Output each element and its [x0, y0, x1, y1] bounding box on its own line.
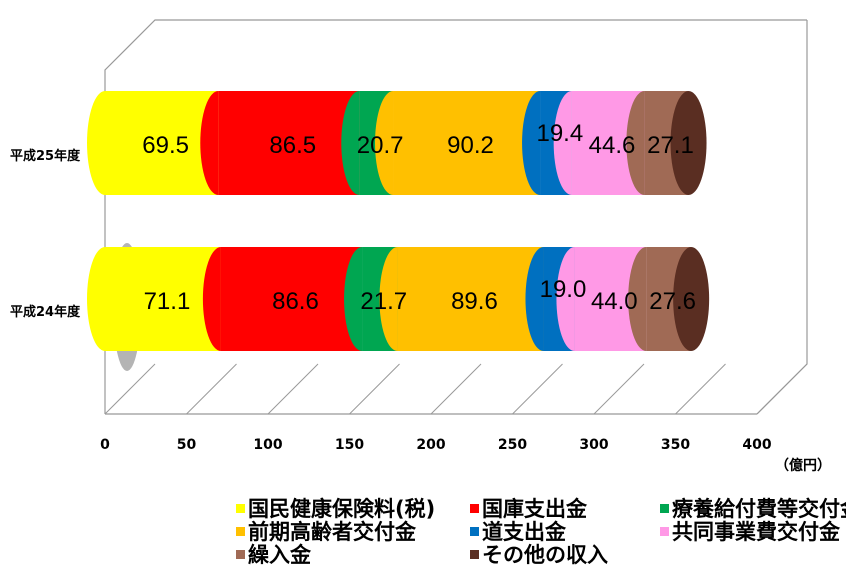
bar-value-label: 27.1 — [647, 132, 694, 159]
bar-segment-cap — [522, 91, 541, 195]
x-tick-label: 150 — [335, 437, 364, 453]
bar-segment-cap — [202, 247, 221, 351]
bar-segment-cap — [375, 91, 394, 195]
bar-value-label: 19.4 — [536, 120, 583, 147]
bar-segment — [393, 91, 541, 195]
bar-value-label: 90.2 — [447, 132, 494, 159]
x-tick-label: 400 — [742, 437, 771, 453]
x-tick-label: 100 — [253, 437, 282, 453]
bar-value-label: 86.5 — [269, 132, 316, 159]
floor-grid-line — [267, 363, 319, 415]
x-tick-label: 200 — [416, 437, 445, 453]
floor-grid-line — [675, 363, 726, 415]
bar-value-label: 20.7 — [357, 132, 404, 159]
floor-grid-line — [512, 363, 563, 415]
x-tick-label: 50 — [177, 437, 197, 453]
x-tick-label: 0 — [100, 437, 110, 453]
bar-segment — [105, 247, 221, 351]
x-tick-label: 300 — [579, 437, 608, 453]
x-tick-label: 250 — [498, 437, 527, 453]
bar-value-label: 89.6 — [451, 288, 498, 315]
bar-value-label: 86.6 — [272, 288, 319, 315]
bar-segment-cap — [87, 91, 105, 195]
bar-value-label: 44.0 — [591, 288, 638, 315]
bar-segment-cap — [379, 247, 398, 351]
bar-segment-cap — [553, 91, 572, 195]
bar-segment-cap — [525, 247, 544, 351]
bar-value-label: 19.0 — [540, 276, 587, 303]
bar-segment — [397, 247, 544, 351]
bar-value-label: 21.7 — [360, 288, 407, 315]
floor-grid-line — [104, 363, 156, 415]
bar-segment — [218, 91, 360, 195]
bar-segment-cap — [344, 247, 363, 351]
back-wall-outline — [104, 19, 807, 414]
floor-grid-line — [593, 363, 645, 415]
floor-grid-line — [186, 363, 237, 415]
bar-value-label: 71.1 — [144, 288, 191, 315]
bar-segment-cap — [628, 247, 647, 351]
bar-end-cap — [673, 247, 710, 351]
bar-value-label: 44.6 — [589, 132, 636, 159]
bar-end-cap — [670, 91, 707, 195]
bar-segment-cap — [341, 91, 360, 195]
x-tick-label: 350 — [661, 437, 690, 453]
bar-segment — [220, 247, 363, 351]
bar-segment — [105, 91, 219, 195]
x-axis-unit-label: （億円） — [775, 458, 831, 474]
category-label: 平成25年度 — [10, 148, 81, 164]
bar-segment-cap — [87, 247, 105, 351]
bar-segment-cap — [556, 247, 575, 351]
floor-grid-line — [430, 363, 482, 415]
floor-grid-line — [349, 363, 400, 415]
right-wall-outline — [756, 20, 808, 415]
category-label: 平成24年度 — [10, 304, 81, 320]
bar-value-label: 27.6 — [649, 288, 696, 315]
bar-value-label: 69.5 — [142, 132, 189, 159]
floor-grid-line — [756, 363, 808, 415]
bar-segment-cap — [626, 91, 645, 195]
bar-segment-cap — [200, 91, 219, 195]
